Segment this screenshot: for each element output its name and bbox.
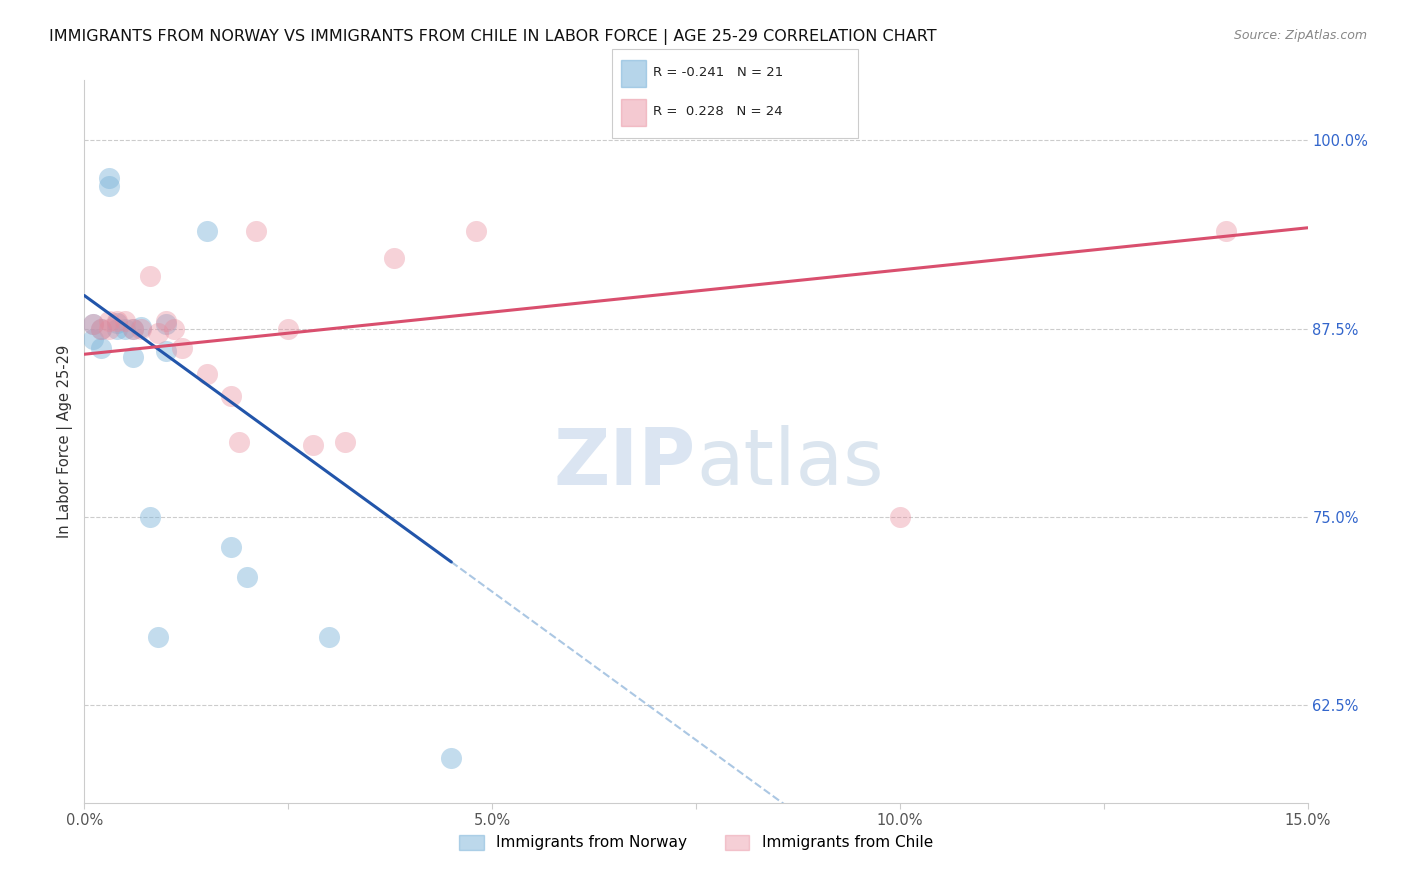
Point: [440, 750, 463, 764]
Point: [172, 341, 194, 355]
Point: [90, 321, 112, 335]
Point: [114, 321, 136, 335]
FancyBboxPatch shape: [612, 49, 858, 138]
Text: ZIP: ZIP: [554, 425, 696, 501]
Point: [464, 224, 486, 238]
Point: [163, 321, 186, 335]
Point: [155, 344, 177, 359]
Point: [195, 224, 218, 238]
Point: [228, 434, 250, 449]
Legend: Immigrants from Norway, Immigrants from Chile: Immigrants from Norway, Immigrants from …: [453, 829, 939, 856]
Point: [219, 540, 242, 554]
Text: R =  0.228   N = 24: R = 0.228 N = 24: [654, 105, 783, 119]
Text: IMMIGRANTS FROM NORWAY VS IMMIGRANTS FROM CHILE IN LABOR FORCE | AGE 25-29 CORRE: IMMIGRANTS FROM NORWAY VS IMMIGRANTS FRO…: [49, 29, 936, 45]
Point: [155, 317, 177, 331]
Point: [122, 321, 145, 335]
Point: [236, 570, 259, 584]
Point: [97, 178, 120, 193]
Point: [138, 509, 160, 524]
Point: [301, 437, 323, 451]
Point: [97, 321, 120, 335]
Text: Source: ZipAtlas.com: Source: ZipAtlas.com: [1233, 29, 1367, 43]
Point: [122, 321, 145, 335]
Point: [155, 314, 177, 328]
Point: [335, 434, 357, 449]
Point: [195, 367, 218, 381]
Y-axis label: In Labor Force | Age 25-29: In Labor Force | Age 25-29: [58, 345, 73, 538]
Point: [318, 630, 340, 644]
Point: [82, 332, 104, 346]
Point: [82, 317, 104, 331]
Point: [97, 171, 120, 186]
Bar: [621, 60, 647, 87]
Point: [219, 389, 242, 403]
Point: [105, 314, 128, 328]
Point: [138, 268, 160, 283]
Point: [97, 314, 120, 328]
Point: [146, 630, 169, 644]
Point: [131, 320, 153, 334]
Point: [82, 317, 104, 331]
Point: [277, 321, 299, 335]
Point: [114, 314, 136, 328]
Point: [90, 321, 112, 335]
Point: [889, 509, 911, 524]
Point: [90, 341, 112, 355]
Text: atlas: atlas: [696, 425, 883, 501]
Point: [105, 321, 128, 335]
Point: [122, 351, 145, 365]
Point: [146, 326, 169, 341]
Point: [245, 224, 267, 238]
Point: [105, 316, 128, 330]
Text: R = -0.241   N = 21: R = -0.241 N = 21: [654, 66, 783, 79]
Point: [382, 251, 405, 265]
Bar: [621, 99, 647, 126]
Point: [131, 321, 153, 335]
Point: [1215, 224, 1237, 238]
